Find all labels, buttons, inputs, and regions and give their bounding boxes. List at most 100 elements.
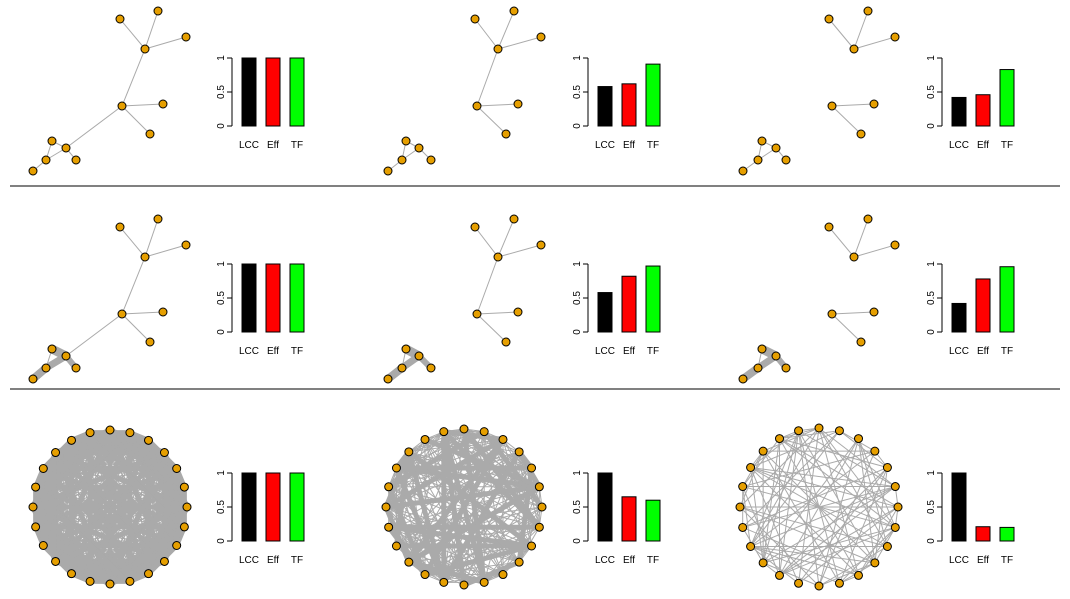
network-node: [493, 252, 503, 262]
network-edge: [750, 467, 800, 584]
network-edge: [779, 438, 896, 528]
network-edge: [385, 506, 445, 583]
network-edge: [476, 105, 507, 135]
network-edge: [424, 439, 465, 586]
network-edge: [798, 506, 899, 584]
network-edge: [518, 451, 543, 508]
network-node: [856, 129, 866, 139]
network-edge: [144, 36, 187, 50]
network-node: [738, 482, 748, 492]
network-edge: [831, 311, 875, 315]
network-edge: [71, 439, 177, 469]
y-tick-label: 0: [572, 123, 583, 129]
network-edge: [750, 467, 859, 576]
network-edge: [818, 562, 876, 587]
network-edge: [839, 430, 888, 468]
network-node: [834, 578, 844, 588]
network-edge: [385, 431, 445, 508]
y-tick-label: 0: [216, 123, 227, 129]
network-node: [182, 502, 192, 512]
network-edge: [443, 431, 543, 508]
network-edge: [742, 467, 888, 528]
network-edge: [443, 451, 520, 583]
network-edge: [32, 506, 165, 562]
network-node: [854, 570, 863, 580]
network-edge: [779, 438, 899, 508]
x-tick-label: TF: [291, 555, 303, 566]
network-node: [140, 252, 150, 262]
network-node: [814, 423, 824, 433]
network-node: [781, 363, 791, 373]
network-edge: [750, 546, 859, 576]
network-edge: [119, 226, 146, 258]
network-edge: [779, 438, 888, 468]
x-tick-label: LCC: [949, 346, 969, 357]
network-edge: [424, 574, 485, 583]
bar-eff: [265, 263, 281, 333]
network-node: [426, 363, 436, 373]
bar-eff: [975, 526, 991, 542]
network-edge: [385, 506, 504, 575]
network-node: [757, 136, 767, 146]
x-tick-label: LCC: [949, 140, 969, 151]
network-edge: [853, 244, 896, 258]
network-edge: [408, 451, 540, 528]
network-node: [401, 136, 411, 146]
network-node: [41, 155, 51, 165]
network-edge: [89, 432, 149, 574]
network-node: [509, 214, 519, 224]
network-edge: [388, 526, 520, 563]
network-edge: [750, 430, 800, 547]
network-node: [158, 99, 168, 109]
network-node: [513, 307, 523, 317]
network-node: [893, 502, 903, 512]
network-node: [153, 6, 163, 16]
network-edge: [828, 226, 855, 258]
network-node: [753, 363, 763, 373]
network-node: [758, 446, 768, 456]
bar-tf: [999, 69, 1015, 127]
network-edge: [762, 450, 840, 584]
y-tick-label: 0.5: [216, 500, 227, 514]
network-edge: [388, 439, 426, 488]
network-edge: [424, 438, 532, 469]
network-edge: [395, 439, 426, 547]
x-tick-label: LCC: [239, 555, 259, 566]
network-edge: [742, 526, 859, 576]
network-node: [493, 44, 503, 54]
network-node: [834, 426, 844, 436]
bar-tf: [999, 526, 1015, 542]
network-node: [158, 307, 168, 317]
network-edge: [396, 467, 485, 583]
y-tick-label: 0: [572, 329, 583, 335]
network-node: [384, 522, 394, 532]
network-node: [509, 6, 519, 16]
network-edge: [144, 218, 159, 258]
network-edge: [831, 103, 875, 107]
network-edge: [89, 432, 178, 546]
network-edge: [35, 440, 72, 528]
network-edge: [71, 439, 178, 546]
network-edge: [42, 452, 57, 546]
network-edge: [121, 103, 164, 107]
network-node: [47, 344, 57, 354]
y-tick-label: 0.5: [216, 85, 227, 99]
network-edge: [443, 431, 532, 469]
network-edge: [35, 526, 111, 585]
x-tick-label: TF: [647, 140, 659, 151]
network-edge: [395, 467, 410, 563]
x-tick-label: LCC: [949, 555, 969, 566]
network-node: [397, 155, 407, 165]
network-node: [439, 577, 449, 587]
y-tick-label: 0.5: [572, 85, 583, 99]
network-edge: [408, 451, 485, 583]
bar-chart-r3c2: 0 0.5 1 LCC Eff TF: [572, 470, 661, 566]
network-edge: [42, 440, 72, 546]
network-node: [824, 14, 834, 24]
network-node: [746, 463, 756, 472]
network-node: [117, 309, 127, 319]
x-tick-label: Eff: [623, 140, 635, 151]
network-node: [753, 155, 763, 165]
network-node: [514, 557, 524, 567]
